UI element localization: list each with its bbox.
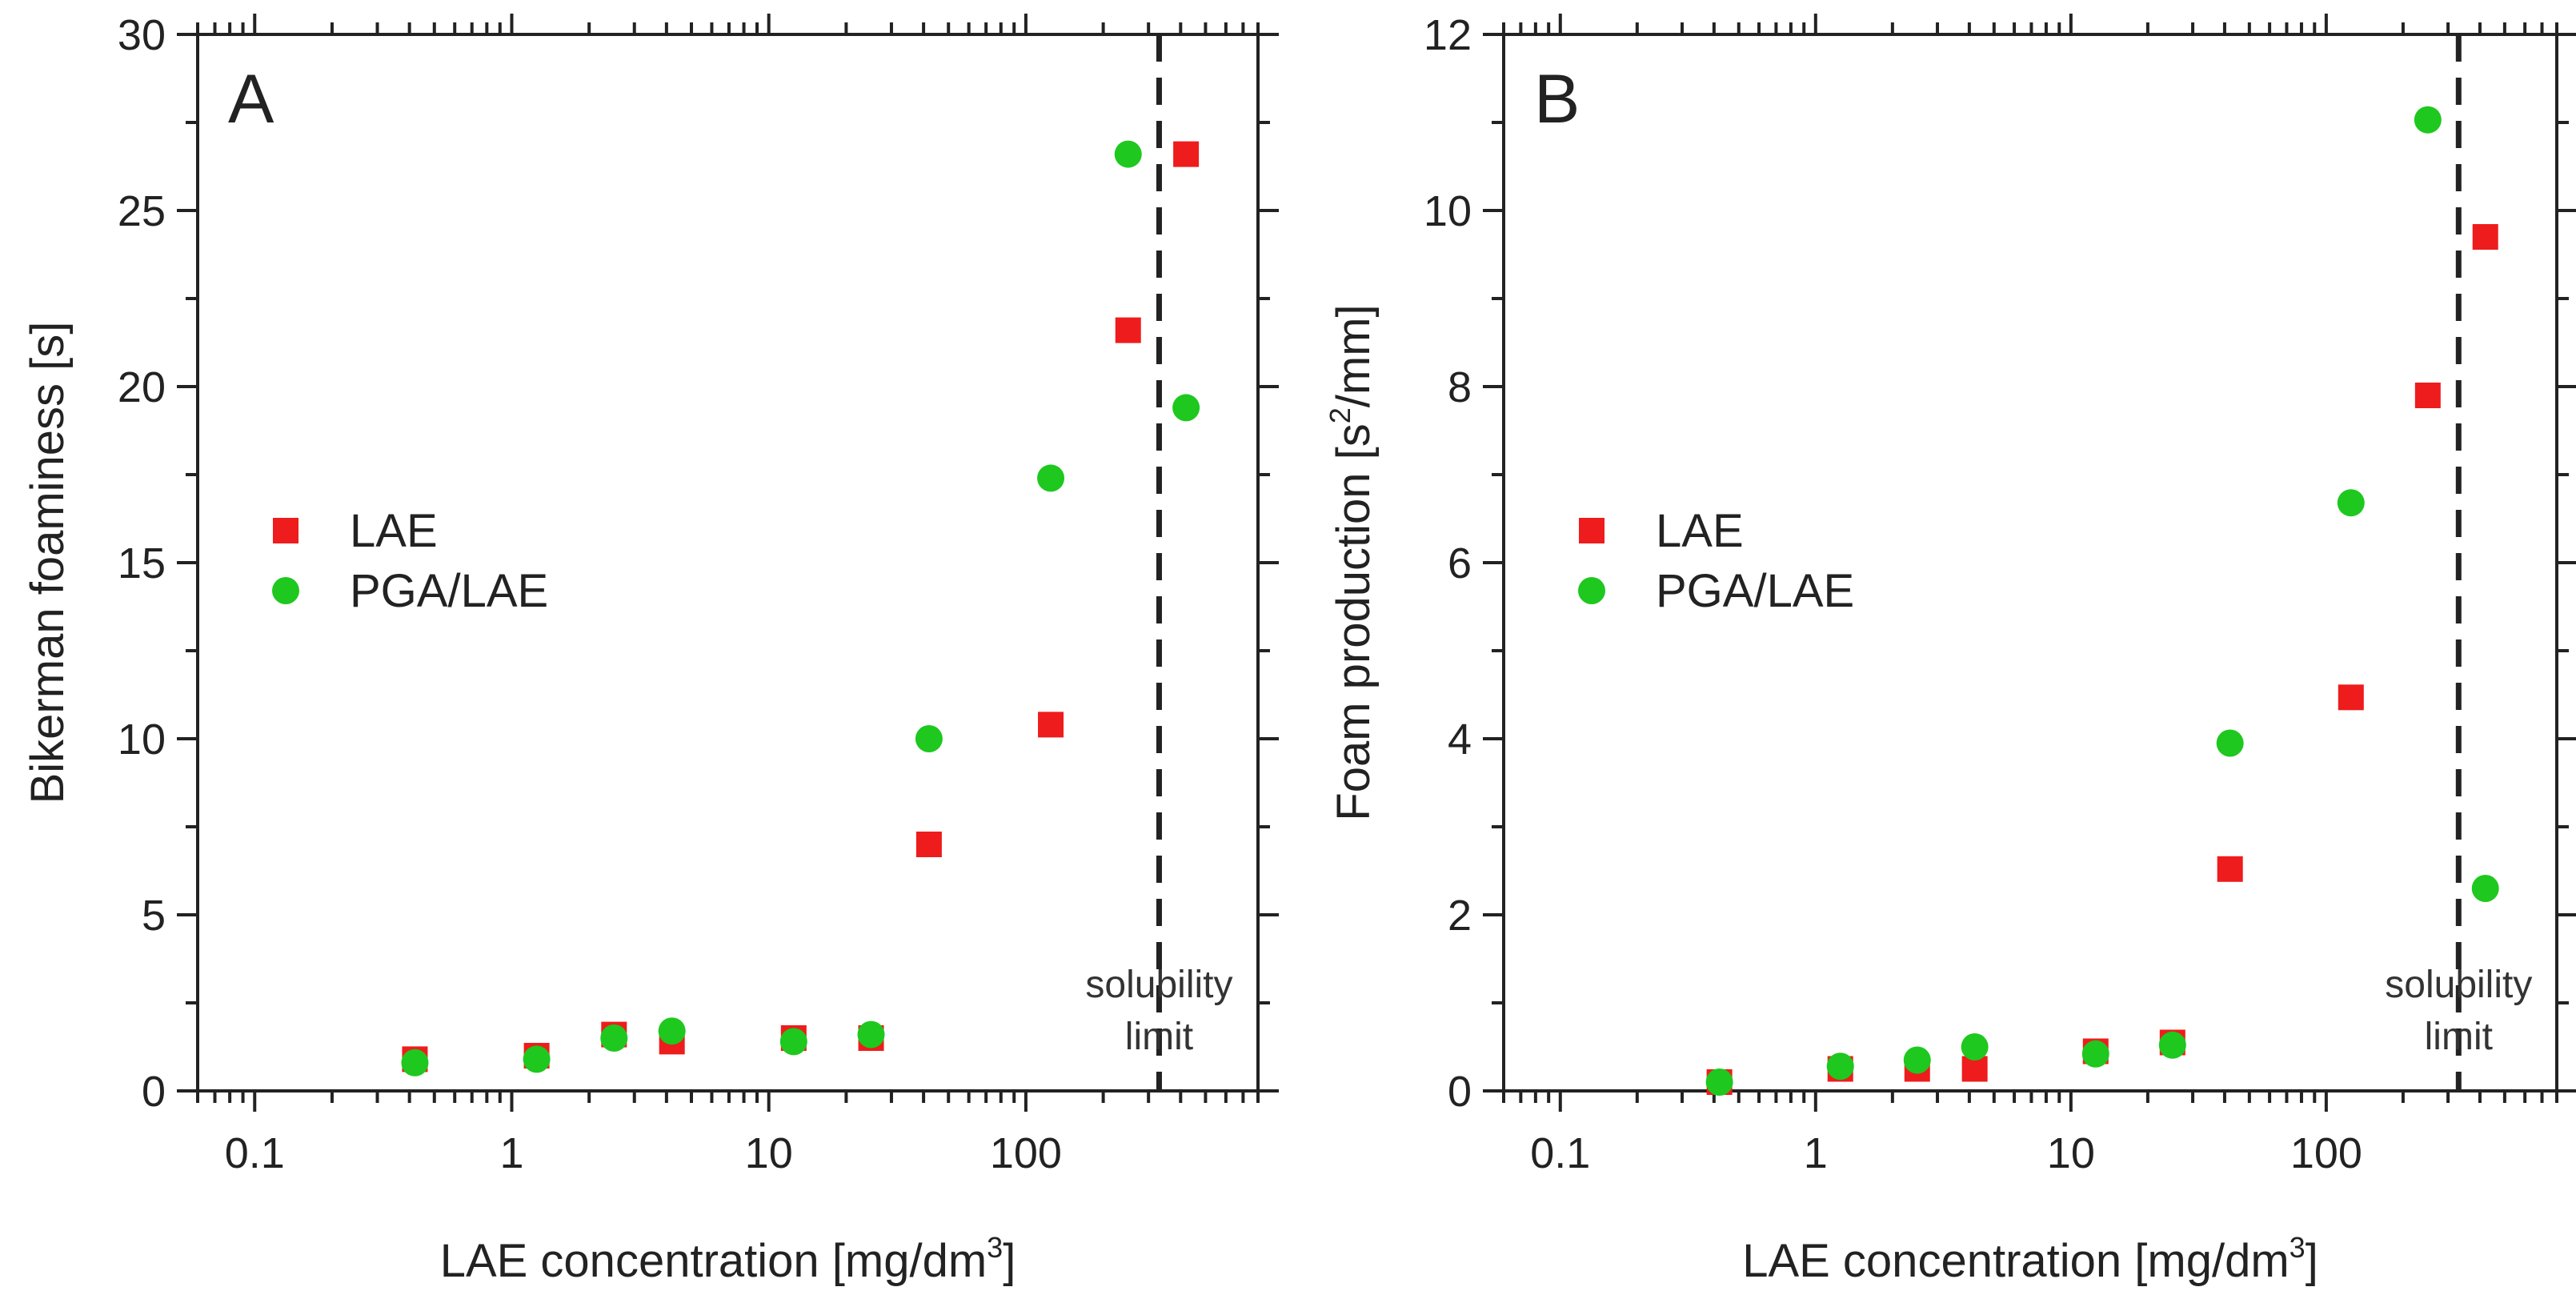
y-tick-label: 2 (1448, 892, 1472, 940)
chart-panel-b: 0 2 4 6 8 10 12 0.1 1 10 100 LAE concentration [mg/… (1324, 11, 2576, 1287)
panel-letter: B (1534, 61, 1580, 138)
data-point (1115, 317, 1141, 343)
x-tick-label: 100 (2290, 1129, 2362, 1177)
y-tick-label: 10 (118, 716, 166, 764)
y-tick-label: 20 (118, 363, 166, 411)
y-tick-label: 0 (1448, 1068, 1472, 1116)
data-point (2337, 489, 2365, 517)
y-tick-label: 0 (142, 1068, 166, 1116)
data-point (2472, 224, 2498, 250)
y-tick-label: 6 (1448, 539, 1472, 587)
series-pga-lae (401, 140, 1200, 1076)
data-point (1961, 1033, 1989, 1060)
legend-marker (1579, 518, 1604, 543)
x-tick-label: 0.1 (225, 1129, 285, 1177)
legend: LAE PGA/LAE (1578, 505, 1854, 617)
x-tick-label: 10 (2047, 1129, 2095, 1177)
series-lae (1706, 224, 2498, 1095)
x-axis-title-superscript: 3 (987, 1231, 1003, 1264)
x-tick-label: 100 (990, 1129, 1062, 1177)
x-axis-title: LAE concentration [mg/dm3] (440, 1231, 1016, 1287)
legend-marker (272, 577, 299, 604)
data-point (1037, 464, 1065, 492)
data-point (2414, 383, 2441, 408)
chart-panel-a: 0 5 10 15 20 25 30 0.1 1 10 100 LAE concentration [… (22, 11, 1279, 1287)
x-axis-title-main: LAE concentration [mg/dm (440, 1235, 987, 1287)
y-tick-label: 8 (1448, 363, 1472, 411)
data-point (2081, 1040, 2109, 1068)
data-point (2471, 875, 2499, 902)
x-axis-title: LAE concentration [mg/dm3] (1742, 1231, 2318, 1287)
x-axis-title-end: ] (1003, 1235, 1016, 1287)
solubility-label-limit: limit (1125, 1016, 1193, 1058)
y-axis-title-main: Foam production [s (1328, 423, 1380, 820)
y-tick-label: 4 (1448, 716, 1472, 764)
y-tick-label: 25 (118, 187, 166, 235)
legend-label: PGA/LAE (1656, 565, 1854, 617)
y-axis-title-superscript: 2 (1324, 407, 1356, 423)
data-point (2216, 729, 2244, 757)
y-tick-label: 30 (118, 11, 166, 59)
data-point (1038, 712, 1064, 738)
x-tick-label: 0.1 (1530, 1129, 1590, 1177)
x-axis-title-superscript: 3 (2290, 1231, 2306, 1264)
data-point (779, 1028, 807, 1056)
x-axis-title-main: LAE concentration [mg/dm (1742, 1235, 2289, 1287)
data-point (600, 1024, 628, 1052)
series-pga-lae (1705, 106, 2499, 1096)
x-tick-label: 10 (745, 1129, 793, 1177)
y-tick-label: 5 (142, 892, 166, 940)
solubility-label-limit: limit (2425, 1016, 2493, 1058)
x-axis-title-end: ] (2306, 1235, 2318, 1287)
legend-marker (1578, 577, 1605, 604)
legend-marker (273, 518, 298, 543)
data-point (1172, 394, 1200, 422)
solubility-label: solubility (2385, 964, 2532, 1006)
data-point (1173, 141, 1200, 167)
y-axis-title: Bikerman foaminess [s] (22, 322, 74, 804)
solubility-label: solubility (1085, 964, 1232, 1006)
legend-label: LAE (1656, 505, 1744, 557)
legend-label: PGA/LAE (350, 565, 548, 617)
data-point (915, 832, 942, 857)
y-tick-label: 12 (1424, 11, 1472, 59)
y-axis-title-main: Bikerman foaminess [s] (22, 322, 74, 804)
panel-letter: A (228, 61, 274, 138)
data-point (658, 1017, 686, 1045)
data-point (2158, 1031, 2186, 1059)
y-tick-label: 10 (1424, 187, 1472, 235)
data-point (1114, 140, 1142, 168)
data-point (401, 1048, 429, 1076)
data-point (857, 1020, 885, 1048)
plot-frame (196, 33, 1260, 1093)
data-point (2338, 684, 2364, 711)
data-point (2414, 106, 2442, 134)
y-axis-title: Foam production [s2/mm] (1324, 304, 1380, 820)
y-axis-title-end: /mm] (1328, 304, 1380, 407)
data-point (2217, 856, 2243, 882)
data-point (523, 1045, 551, 1073)
legend: LAE PGA/LAE (272, 505, 548, 617)
data-point (1903, 1046, 1931, 1074)
data-point (915, 725, 943, 752)
data-point (1826, 1052, 1854, 1080)
x-tick-label: 1 (1804, 1129, 1828, 1177)
x-tick-label: 1 (499, 1129, 523, 1177)
y-tick-label: 15 (118, 539, 166, 587)
legend-label: LAE (350, 505, 438, 557)
data-point (1705, 1068, 1733, 1096)
plot-frame (1502, 33, 2558, 1093)
